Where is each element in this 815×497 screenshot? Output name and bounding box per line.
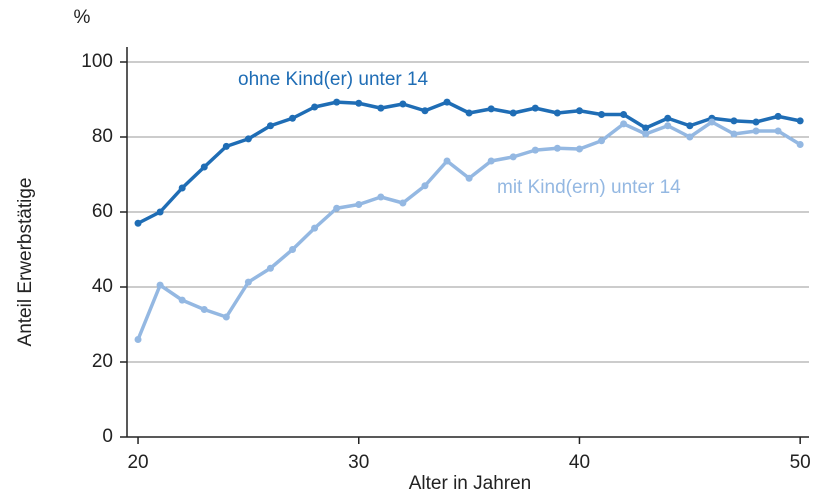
data-point [752,127,760,135]
data-point [333,98,341,106]
y-tick-label: 100 [81,51,113,72]
data-point [708,118,716,126]
data-point [620,120,628,128]
data-point [222,313,230,321]
data-point [774,127,782,135]
data-point [355,99,363,107]
y-tick-label: 0 [102,426,113,447]
data-point [178,184,186,192]
data-point [553,109,561,117]
data-point [509,109,517,117]
data-point [134,336,142,343]
data-point [752,118,760,126]
data-point [289,114,297,122]
x-axis-title: Alter in Jahren [409,473,532,494]
data-point [421,107,429,115]
data-point [333,204,341,212]
data-point [730,130,738,138]
series-label: ohne Kind(er) unter 14 [238,69,429,90]
y-tick-label: 40 [92,276,113,297]
data-point [421,182,429,190]
data-point [598,137,606,145]
data-point [487,157,495,165]
data-point [399,100,407,108]
data-point [178,296,186,304]
x-tick-label: 30 [348,452,369,473]
data-point [266,122,274,130]
data-point [642,130,650,138]
series-label: mit Kind(ern) unter 14 [497,177,681,198]
data-point [575,107,583,115]
series-line [137,100,801,225]
data-point [443,98,451,106]
data-point [443,157,451,165]
data-point [553,144,561,152]
data-point [465,174,473,182]
data-point [156,208,164,216]
data-point [509,153,517,161]
data-point [686,133,694,141]
data-point [730,117,738,125]
y-unit: % [74,7,91,28]
data-point [244,135,252,143]
data-point [620,111,628,118]
data-point [598,111,606,118]
data-point [222,142,230,150]
y-tick-label: 60 [92,201,113,222]
y-tick-label: 20 [92,351,113,372]
data-point [686,122,694,130]
x-tick-label: 20 [127,452,148,473]
data-point [531,104,539,112]
data-point [266,264,274,272]
data-point [134,219,142,227]
data-point [664,122,672,130]
data-point [355,201,363,208]
y-axis-title: Anteil Erwerbstätige [15,178,36,347]
data-point [200,163,208,171]
data-point [399,199,407,207]
data-point [289,246,297,253]
y-tick-label: 80 [92,126,113,147]
data-point [796,141,804,148]
data-point [311,103,319,111]
x-tick-label: 40 [569,452,590,473]
data-point [200,306,208,313]
data-point [156,281,164,289]
data-point [377,104,385,112]
data-point [642,124,650,132]
data-point [796,117,804,125]
data-point [465,109,473,117]
data-point [774,112,782,120]
data-point [664,114,672,122]
data-point [377,193,385,201]
data-point [487,105,495,113]
data-point [311,224,319,232]
x-tick-label: 50 [790,452,811,473]
data-point [575,145,583,153]
data-point [531,146,539,154]
data-point [244,278,252,286]
series-line [136,120,802,341]
